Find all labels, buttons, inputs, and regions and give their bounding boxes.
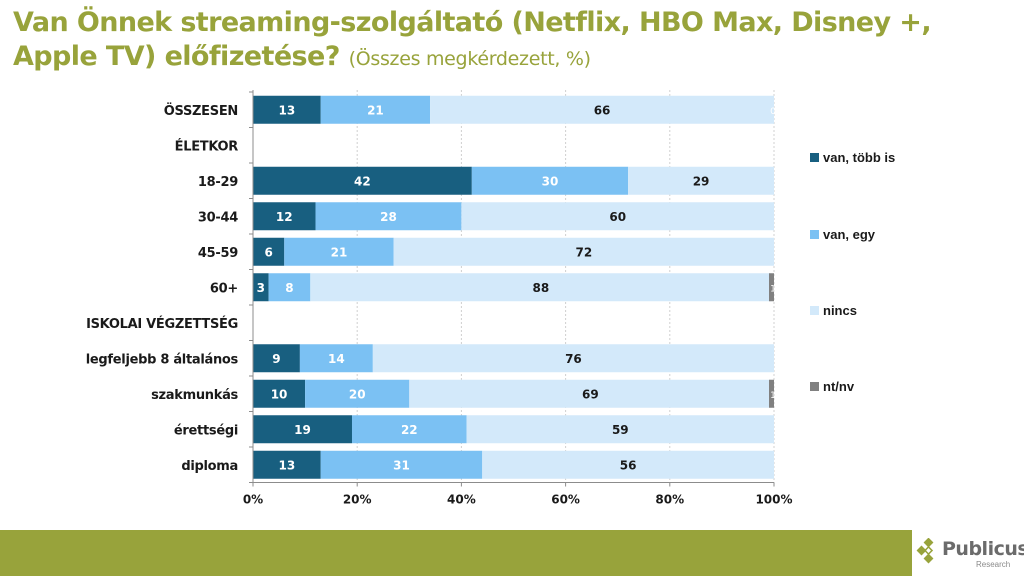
data-label: 66 [594, 103, 611, 117]
data-label: 30 [542, 174, 559, 188]
legend-item: nincs [810, 303, 857, 318]
data-label: 3 [257, 281, 265, 295]
legend-swatch [810, 306, 819, 315]
legend-swatch [810, 230, 819, 239]
bar-segment-nincs [430, 95, 774, 124]
data-label: 28 [380, 210, 397, 224]
bar-segment-van-tobb-is [253, 379, 306, 408]
bar-segment-nt-nv [769, 273, 774, 302]
bar-segment-van-egy [320, 450, 483, 479]
bar-segment-van-tobb-is [253, 202, 316, 231]
legend-swatch [810, 382, 819, 391]
category-label: ÖSSZESEN [164, 103, 238, 119]
title-main: Van Önnek streaming-szolgáltató (Netflix… [13, 7, 932, 72]
x-tick-label: 80% [655, 493, 684, 507]
bar-segment-van-egy [305, 379, 410, 408]
legend-label: van, több is [823, 150, 896, 165]
data-label: 21 [331, 245, 348, 259]
publicus-logo: Publicus Research [916, 534, 1024, 574]
bar-segment-nincs [628, 166, 774, 195]
data-label: 9 [272, 352, 280, 366]
bar-segment-nincs [393, 237, 774, 266]
data-label-nt-nv: 0 [770, 107, 776, 117]
category-label: diploma [181, 459, 238, 474]
data-label: 29 [693, 174, 710, 188]
legend-item: van, egy [810, 227, 875, 242]
logo-subtitle: Research [976, 560, 1011, 569]
data-label: 69 [582, 387, 599, 401]
data-label-nt-nv: 1 [770, 284, 776, 294]
data-label: 59 [612, 423, 629, 437]
footer-band [0, 530, 912, 576]
data-label: 60 [609, 210, 626, 224]
data-label: 56 [620, 458, 637, 472]
bar-segment-van-tobb-is [253, 166, 472, 195]
bar-segment-nincs [372, 344, 774, 373]
data-label: 13 [279, 103, 296, 117]
data-label: 10 [271, 387, 288, 401]
data-label: 20 [349, 387, 366, 401]
category-label: érettségi [174, 423, 238, 438]
legend-label: nt/nv [823, 379, 855, 394]
bar-segment-van-egy [284, 237, 394, 266]
title-subtitle: (Összes megkérdezett, %) [348, 48, 591, 70]
bar-segment-van-egy [299, 344, 373, 373]
category-label: 45-59 [198, 246, 238, 261]
logo-diamond-icon [916, 538, 934, 564]
logo-name: Publicus [942, 538, 1024, 560]
legend-swatch [810, 153, 819, 162]
bar-segment-van-egy [315, 202, 462, 231]
data-label: 14 [328, 352, 345, 366]
bar-segment-nincs [310, 273, 772, 302]
x-tick-label: 40% [447, 493, 476, 507]
data-label: 6 [264, 245, 272, 259]
category-label: szakmunkás [151, 388, 238, 403]
category-label: 18-29 [198, 175, 238, 190]
data-label: 13 [279, 458, 296, 472]
x-tick-label: 100% [755, 493, 792, 507]
x-tick-label: 0% [243, 493, 263, 507]
bar-segment-van-tobb-is [253, 415, 352, 444]
legend-label: nincs [823, 303, 857, 318]
bar-segment-van-tobb-is [253, 95, 321, 124]
data-label: 19 [294, 423, 311, 437]
category-label: ÉLETKOR [175, 138, 239, 154]
data-label: 72 [575, 245, 592, 259]
data-label: 31 [393, 458, 410, 472]
data-label: 12 [276, 210, 293, 224]
bar-segment-van-tobb-is [253, 450, 321, 479]
category-label: legfeljebb 8 általános [86, 352, 239, 367]
bar-segment-van-egy [351, 415, 467, 444]
category-label: 60+ [210, 281, 238, 296]
data-label: 8 [285, 281, 293, 295]
slide-title: Van Önnek streaming-szolgáltató (Netflix… [13, 6, 1013, 76]
legend-item: van, több is [810, 150, 895, 165]
bar-segment-nincs [466, 415, 774, 444]
bar-segment-van-egy [320, 95, 431, 124]
data-label: 42 [354, 174, 371, 188]
legend-label: van, egy [823, 227, 876, 242]
bar-segment-van-egy [268, 273, 311, 302]
bar-segment-nincs [461, 202, 774, 231]
bar-segment-van-tobb-is [253, 273, 269, 302]
data-label: 21 [367, 103, 384, 117]
category-label: 30-44 [198, 210, 238, 225]
bar-segment-van-egy [471, 166, 629, 195]
legend-item: nt/nv [810, 379, 854, 394]
data-label: 88 [533, 281, 550, 295]
data-label-nt-nv: 1 [770, 391, 776, 401]
bar-segment-nincs [482, 450, 774, 479]
x-tick-label: 20% [343, 493, 372, 507]
data-label: 76 [565, 352, 582, 366]
bar-segment-van-tobb-is [253, 344, 300, 373]
bar-segment-nincs [409, 379, 772, 408]
data-label: 22 [401, 423, 418, 437]
bar-segment-nt-nv [769, 379, 774, 408]
category-label: ISKOLAI VÉGZETTSÉG [86, 316, 238, 332]
bar-segment-van-tobb-is [253, 237, 285, 266]
x-tick-label: 60% [551, 493, 580, 507]
